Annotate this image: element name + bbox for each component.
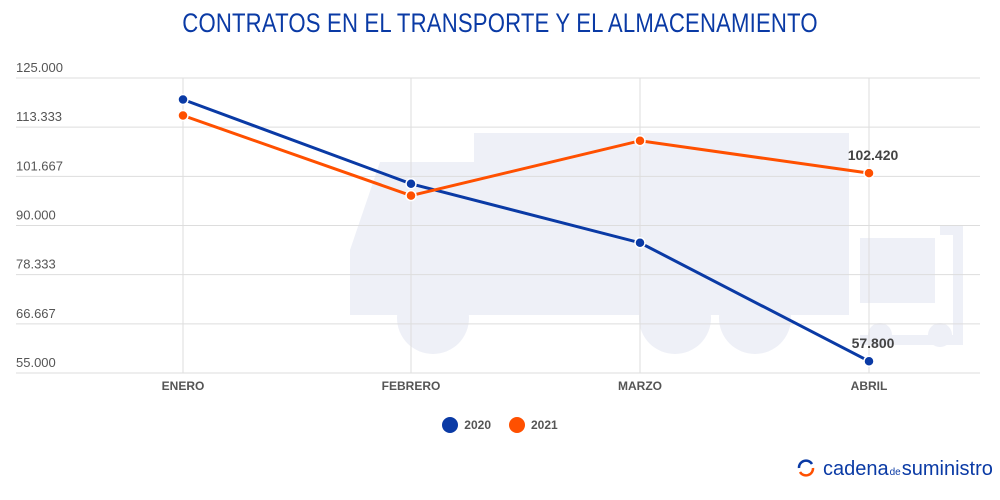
data-point-2021 <box>634 135 646 147</box>
legend-label: 2021 <box>531 418 558 432</box>
legend-item-2020[interactable]: 2020 <box>442 417 491 433</box>
data-point-2020 <box>634 237 646 249</box>
series-line-2021 <box>182 114 870 198</box>
data-point-2021 <box>863 167 875 179</box>
data-label: 57.800 <box>852 335 895 351</box>
sync-arrows-icon <box>797 459 815 477</box>
legend-dot-icon <box>509 417 525 433</box>
y-tick-label: 55.000 <box>16 355 56 370</box>
x-tick-label: ENERO <box>162 379 205 393</box>
truck-watermark-icon <box>350 133 963 354</box>
logo-text: cadena <box>823 458 889 480</box>
x-tick-label: MARZO <box>618 379 662 393</box>
y-tick-label: 78.333 <box>16 257 56 272</box>
logo-text: suministro <box>901 458 993 480</box>
logo-text: de <box>889 467 901 478</box>
data-point-2021 <box>177 109 189 122</box>
data-point-2021 <box>405 189 417 202</box>
data-point-2020 <box>863 355 875 367</box>
data-point-2020 <box>405 178 417 190</box>
y-tick-label: 66.667 <box>16 306 56 321</box>
x-tick-label: FEBRERO <box>382 379 441 393</box>
y-tick-label: 101.667 <box>16 158 63 173</box>
y-tick-label: 90.000 <box>16 208 56 223</box>
data-point-2020 <box>177 93 189 106</box>
brand-logo: cadena de suministro <box>795 455 993 481</box>
legend-label: 2020 <box>464 418 491 432</box>
legend: 2020 2021 <box>0 417 1000 433</box>
y-tick-label: 125.000 <box>16 60 63 75</box>
x-tick-label: ABRIL <box>851 379 888 393</box>
chart-title: CONTRATOS EN EL TRANSPORTE Y EL ALMACENA… <box>182 8 818 38</box>
data-label: 102.420 <box>848 147 899 163</box>
series-line-2020 <box>182 98 870 363</box>
legend-item-2021[interactable]: 2021 <box>509 417 558 433</box>
y-tick-label: 113.333 <box>16 109 62 124</box>
legend-dot-icon <box>442 417 459 433</box>
